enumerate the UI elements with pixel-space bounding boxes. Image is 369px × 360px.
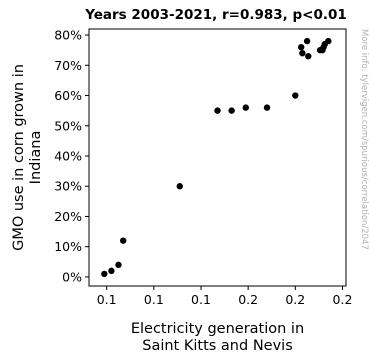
x-tick-label: 0.1: [191, 292, 211, 307]
x-axis: 0.1 0.1 0.1 0.2 0.2 0.2: [97, 286, 353, 307]
data-point: [263, 104, 271, 111]
x-axis-label-line: Electricity generation in: [131, 321, 304, 337]
data-point: [305, 53, 312, 60]
y-tick-label: 30%: [54, 179, 82, 194]
y-axis-label: GMO use in corn grown in Indiana: [11, 64, 44, 251]
y-axis: 0% 10% 20% 30% 40% 50% 60% 70% 80%: [54, 28, 89, 284]
y-tick-label: 0%: [62, 269, 82, 284]
plot-area: [88, 28, 347, 287]
y-tick-label: 10%: [54, 239, 82, 254]
data-points: [101, 37, 332, 278]
y-tick-label: 40%: [54, 148, 82, 163]
y-tick-label: 50%: [54, 118, 82, 133]
data-point: [176, 183, 183, 190]
data-point: [298, 43, 305, 51]
data-point: [292, 92, 299, 99]
x-tick-label: 0.2: [238, 292, 258, 307]
y-tick-label: 60%: [54, 88, 82, 103]
data-point: [325, 37, 332, 45]
data-point: [228, 107, 235, 114]
data-point: [108, 267, 115, 275]
x-tick-label: 0.1: [144, 292, 164, 307]
y-tick-label: 70%: [54, 58, 82, 73]
data-point: [101, 270, 108, 278]
data-point: [115, 261, 122, 269]
watermark: More info: tylervigen.com/spurious/corre…: [359, 29, 369, 250]
x-tick-label: 0.2: [285, 292, 305, 307]
y-tick-label: 20%: [54, 209, 82, 224]
data-point: [299, 49, 306, 57]
y-axis-label-line: Indiana: [28, 131, 44, 185]
x-tick-label: 0.2: [333, 292, 353, 307]
data-point: [242, 104, 249, 111]
chart-title: Years 2003-2021, r=0.983, p<0.01: [84, 7, 347, 23]
x-axis-label-line: Saint Kitts and Nevis: [142, 338, 293, 354]
y-tick-label: 80%: [54, 28, 82, 43]
data-point: [303, 37, 311, 45]
data-point: [214, 107, 221, 114]
y-axis-label-line: GMO use in corn grown in: [11, 64, 27, 251]
data-point: [119, 237, 127, 244]
x-tick-label: 0.1: [97, 292, 117, 307]
